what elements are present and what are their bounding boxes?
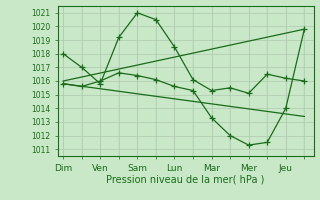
X-axis label: Pression niveau de la mer( hPa ): Pression niveau de la mer( hPa ) <box>107 174 265 184</box>
